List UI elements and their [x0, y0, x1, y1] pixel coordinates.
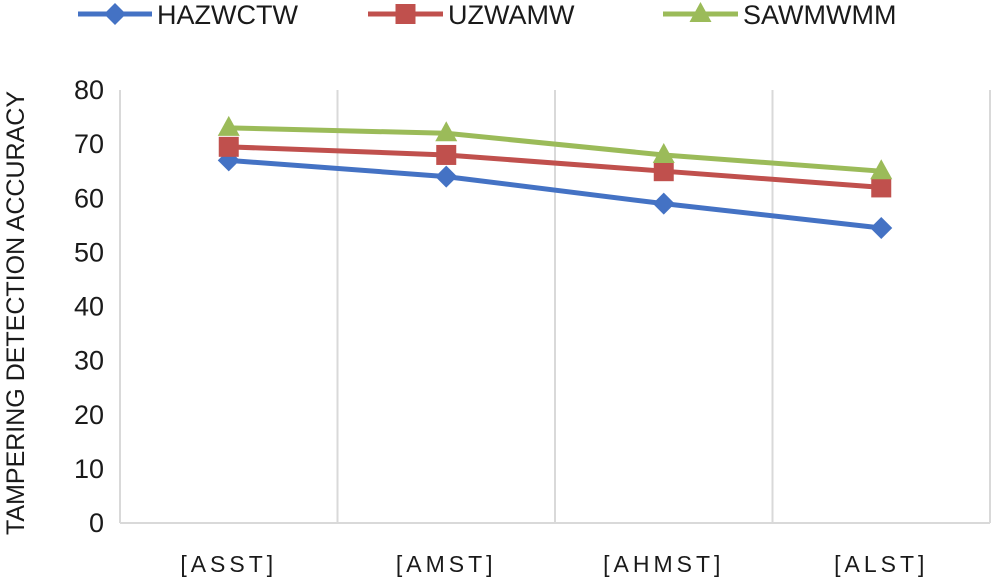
data-point [870, 159, 893, 180]
data-point [435, 165, 458, 188]
data-point [217, 115, 240, 136]
legend-marker [395, 4, 416, 24]
x-axis: [ASST] [AMST] [AHMST] [ALST] [180, 551, 928, 577]
y-tick-label: 0 [89, 508, 104, 538]
y-axis-title: TAMPERING DETECTION ACCURACY [2, 91, 30, 535]
data-point [436, 144, 457, 165]
legend-item-uzwamw: UZWAMW [368, 0, 575, 30]
data-point [653, 161, 674, 182]
legend-label: HAZWCTW [157, 0, 298, 30]
series-hazwctw [217, 149, 893, 240]
legend: HAZWCTW UZWAMW SAWMWMM [78, 0, 896, 30]
data-point [652, 192, 675, 215]
x-tick-label: [ALST] [834, 551, 928, 577]
series-line [226, 144, 884, 190]
series-line [226, 157, 884, 231]
x-tick-label: [AMST] [396, 551, 497, 577]
y-tick-label: 10 [74, 454, 104, 484]
y-tick-label: 70 [74, 129, 104, 159]
y-tick-label: 30 [74, 346, 104, 376]
series-sawmwmm [217, 115, 893, 180]
series-line [226, 125, 884, 174]
data-point [435, 121, 458, 142]
y-tick-label: 40 [74, 292, 104, 322]
y-tick-label: 80 [74, 75, 104, 105]
data-point [871, 177, 892, 198]
legend-label: UZWAMW [448, 0, 575, 30]
data-point [218, 136, 239, 157]
legend-item-hazwctw: HAZWCTW [78, 0, 298, 30]
series-uzwamw [218, 136, 892, 198]
x-tick-label: [AHMST] [603, 551, 724, 577]
series-group [217, 115, 893, 240]
legend-label: SAWMWMM [743, 0, 896, 30]
legend-item-sawmwmm: SAWMWMM [663, 0, 896, 30]
gridlines [119, 90, 991, 524]
legend-marker [104, 3, 126, 25]
data-point [870, 217, 893, 240]
y-tick-label: 20 [74, 400, 104, 430]
y-tick-label: 60 [74, 183, 104, 213]
y-tick-label: 50 [74, 237, 104, 267]
legend-marker [689, 2, 712, 22]
data-point [652, 142, 675, 163]
x-tick-label: [ASST] [180, 551, 277, 577]
y-axis: 0 10 20 30 40 50 60 70 80 [74, 75, 104, 538]
